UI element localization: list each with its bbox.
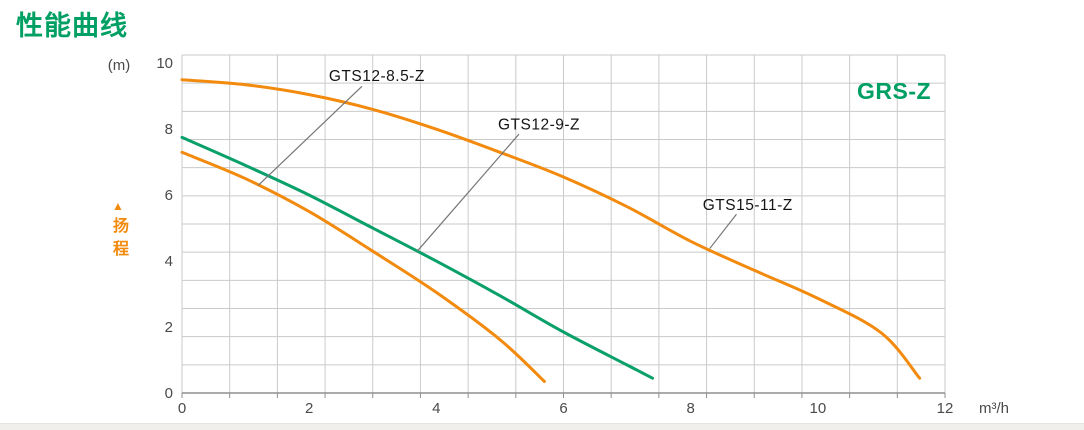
curve-leader-line xyxy=(416,133,520,252)
y-tick-label: 10 xyxy=(156,55,173,72)
page-title: 性能曲线 xyxy=(16,11,128,41)
series-curve-GTS12-9-Z xyxy=(180,135,654,380)
y-tick-label: 0 xyxy=(165,385,173,402)
y-axis-caption: ▲ 扬程 xyxy=(103,200,133,263)
curve-label: GTS12-9-Z xyxy=(498,117,580,134)
y-axis-unit-label: (m) xyxy=(108,57,131,74)
y-tick-label: 8 xyxy=(165,121,173,138)
series-curve-GTS15-11-Z xyxy=(180,78,922,380)
page-bottom-edge xyxy=(0,423,1084,430)
curve-leader-line xyxy=(709,213,737,249)
x-axis-unit-label: m³/h xyxy=(979,400,1009,417)
curve-label: GTS15-11-Z xyxy=(703,197,793,214)
y-axis-caption-text: 扬程 xyxy=(110,217,127,263)
y-tick-label: 2 xyxy=(165,319,173,336)
curve-leader-line xyxy=(257,85,363,186)
up-triangle-icon: ▲ xyxy=(112,199,124,213)
curve-label: GTS12-8.5-Z xyxy=(329,68,425,85)
x-tick-label: 2 xyxy=(305,400,313,417)
x-tick-label: 0 xyxy=(178,400,186,417)
x-tick-label: 10 xyxy=(809,400,826,417)
x-tick-label: 6 xyxy=(559,400,567,417)
x-tick-label: 4 xyxy=(432,400,440,417)
series-curve-GTS12-8.5-Z xyxy=(180,150,546,383)
y-tick-label: 4 xyxy=(165,253,173,270)
brand-label: GRS-Z xyxy=(857,78,931,104)
y-tick-label: 6 xyxy=(165,187,173,204)
x-tick-label: 12 xyxy=(937,400,954,417)
x-tick-label: 8 xyxy=(686,400,694,417)
